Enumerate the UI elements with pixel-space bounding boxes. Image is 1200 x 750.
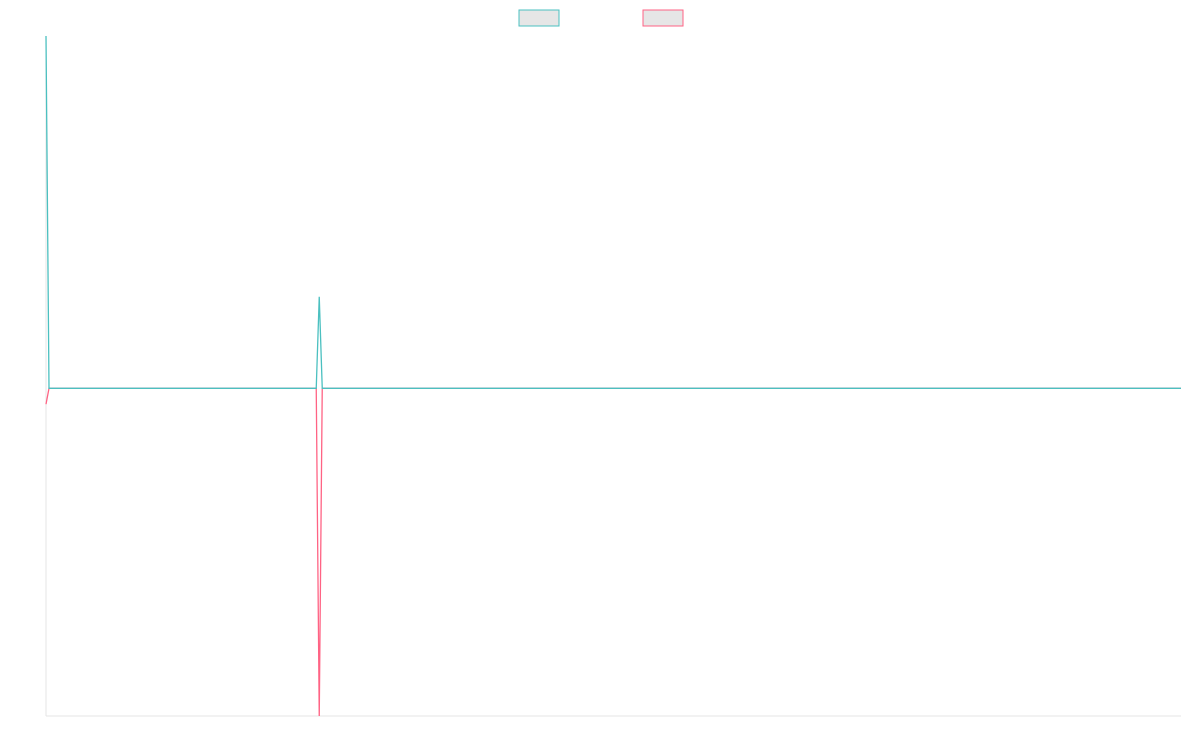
data-line bbox=[45, 387, 1181, 717]
data-line bbox=[45, 35, 1181, 389]
legend-swatch bbox=[642, 9, 684, 27]
legend-swatch bbox=[518, 9, 560, 27]
